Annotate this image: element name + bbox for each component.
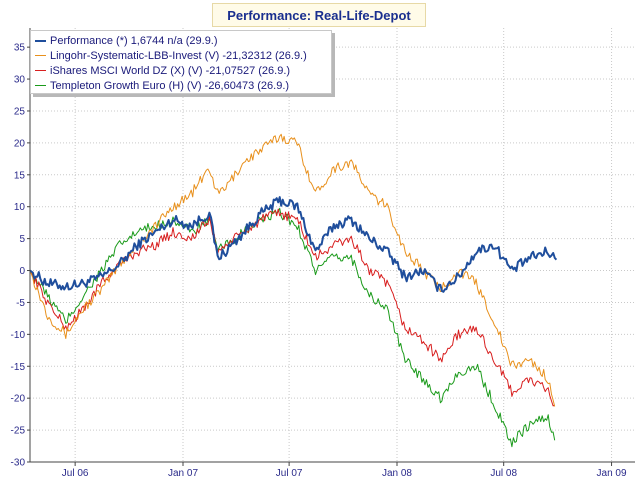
legend-label: Templeton Growth Euro (H) (V) -26,60473 … — [50, 79, 290, 92]
legend-label: iShares MSCI World DZ (X) (V) -21,07527 … — [50, 64, 291, 77]
y-tick-label: -5 — [16, 298, 25, 309]
legend-swatch — [35, 70, 46, 71]
x-tick-label: Jan 07 — [168, 468, 198, 479]
legend-item: Performance (*) 1,6744 n/a (29.9.) — [35, 33, 327, 48]
y-axis: 35 30 25 20 15 10 5 0 -5 -10 -15 -20 -25 -30 — [11, 43, 30, 469]
y-tick-label: 35 — [14, 43, 26, 54]
legend-item: Lingohr-Systematic-LBB-Invest (V) -21,32… — [35, 48, 327, 63]
series-lines — [29, 133, 558, 448]
series-line-2 — [29, 208, 555, 407]
legend-swatch — [35, 39, 46, 42]
x-tick-label: Jan 09 — [597, 468, 627, 479]
y-tick-label: -10 — [11, 330, 26, 341]
y-tick-label: 30 — [14, 75, 26, 86]
x-tick-label: Jul 08 — [490, 468, 517, 479]
x-axis: Jul 06 Jan 07 Jul 07 Jan 08 Jul 08 Jan 09 — [62, 462, 627, 479]
y-tick-label: 20 — [14, 138, 26, 149]
y-tick-label: 25 — [14, 106, 26, 117]
series-line-0 — [29, 196, 558, 293]
y-tick-label: -20 — [11, 394, 26, 405]
plot-area — [30, 28, 635, 462]
x-tick-label: Jan 08 — [382, 468, 412, 479]
legend-item: iShares MSCI World DZ (X) (V) -21,07527 … — [35, 63, 327, 78]
y-tick-label: -25 — [11, 426, 26, 437]
y-tick-label: -15 — [11, 362, 26, 373]
y-tick-label: 0 — [19, 266, 25, 277]
x-tick-label: Jul 06 — [62, 468, 89, 479]
x-tick-label: Jul 07 — [276, 468, 303, 479]
series-line-3 — [29, 207, 556, 448]
legend-label: Performance (*) 1,6744 n/a (29.9.) — [50, 34, 218, 47]
legend-swatch — [35, 55, 46, 56]
legend-label: Lingohr-Systematic-LBB-Invest (V) -21,32… — [50, 49, 307, 62]
y-tick-label: 15 — [14, 170, 26, 181]
legend: Performance (*) 1,6744 n/a (29.9.) Lingoh… — [30, 30, 332, 94]
y-tick-label: 10 — [14, 202, 26, 213]
y-tick-label: 5 — [19, 234, 25, 245]
chart-title: Performance: Real-Life-Depot — [212, 3, 426, 27]
legend-item: Templeton Growth Euro (H) (V) -26,60473 … — [35, 78, 327, 93]
grid — [30, 28, 635, 463]
y-tick-label: -30 — [11, 458, 26, 469]
legend-swatch — [35, 85, 46, 86]
